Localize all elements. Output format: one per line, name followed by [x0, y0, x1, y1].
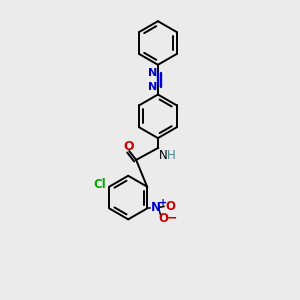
- Text: +: +: [159, 199, 167, 208]
- Text: N: N: [159, 149, 168, 162]
- Text: N: N: [148, 82, 157, 92]
- Text: H: H: [167, 149, 176, 162]
- Text: O: O: [123, 140, 134, 152]
- Text: O: O: [158, 212, 168, 225]
- Text: −: −: [167, 212, 177, 225]
- Text: Cl: Cl: [94, 178, 106, 191]
- Text: N: N: [151, 201, 161, 214]
- Text: O: O: [165, 200, 175, 213]
- Text: N: N: [148, 68, 157, 78]
